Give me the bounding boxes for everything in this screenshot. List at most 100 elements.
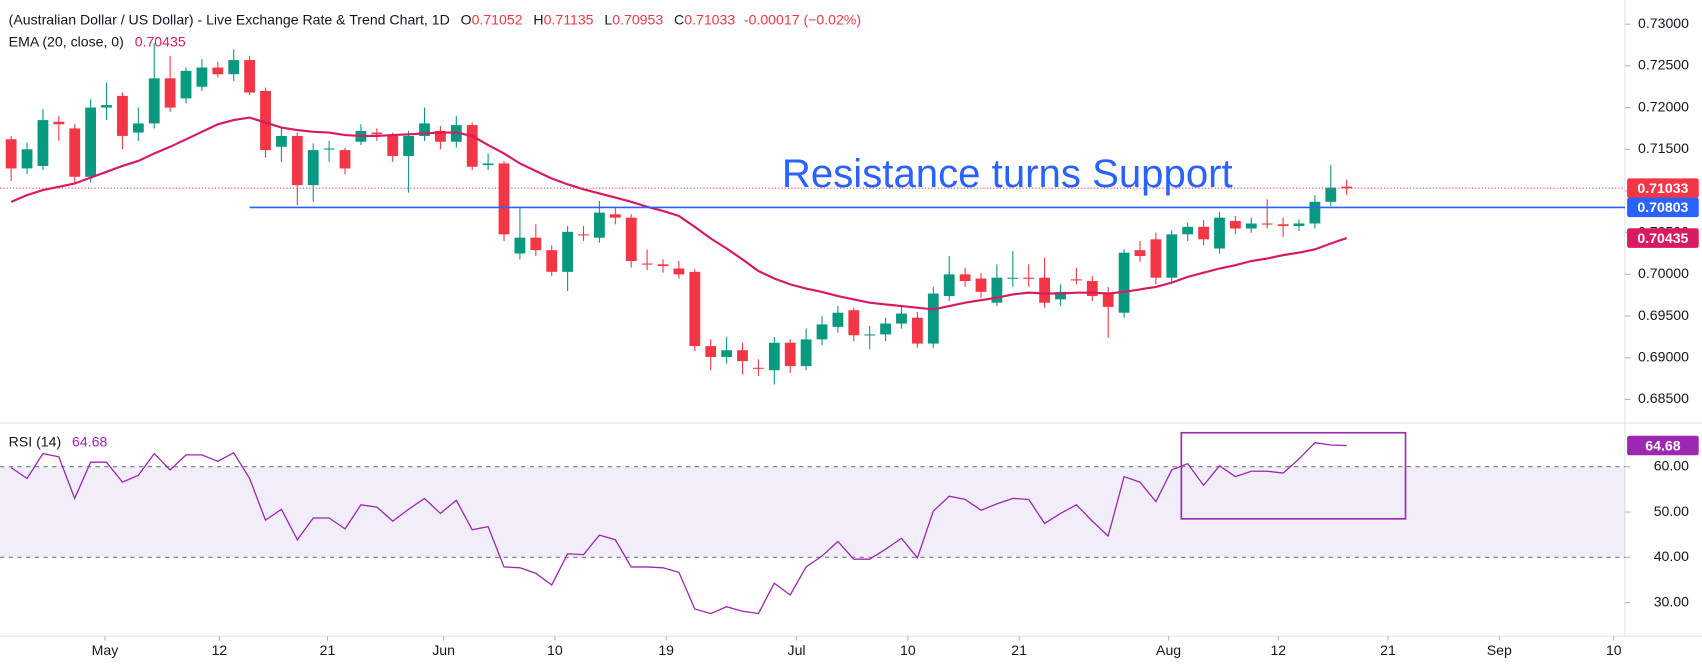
candle-body xyxy=(276,135,287,147)
x-tick-label: 19 xyxy=(658,642,674,658)
candle-body xyxy=(625,217,637,262)
candle-body xyxy=(768,342,780,371)
last-price-tag-bg xyxy=(1627,178,1699,199)
candle-body xyxy=(5,139,17,169)
candle-body xyxy=(1070,279,1082,281)
candle-body xyxy=(37,120,49,166)
candle-body xyxy=(578,234,589,236)
x-tick-label: 12 xyxy=(212,642,228,658)
candle-body xyxy=(1166,234,1178,278)
candle-body xyxy=(816,324,828,340)
candle-body xyxy=(387,135,399,156)
ohlc-letter: C xyxy=(674,11,684,27)
ohlc-letter: L xyxy=(604,11,612,27)
header-line: (Australian Dollar / US Dollar) - Live E… xyxy=(9,11,861,27)
candle-body xyxy=(832,312,844,327)
candle-body xyxy=(546,250,558,272)
candle-body xyxy=(1055,291,1066,300)
candle-body xyxy=(753,367,764,369)
annotation: Resistance turns Support xyxy=(782,151,1233,196)
ema-tag: 0.70435 xyxy=(1637,230,1688,246)
candle-body xyxy=(132,123,144,133)
candle-body xyxy=(800,339,812,367)
candle-body xyxy=(85,107,97,177)
x-tick-label: Jul xyxy=(788,642,806,658)
header-title: (Australian Dollar / US Dollar) - Live E… xyxy=(9,11,450,27)
candle-body xyxy=(180,70,192,99)
y-tick-label: 50.00 xyxy=(1654,503,1689,519)
rsi-value: 64.68 xyxy=(72,433,107,449)
candle-body xyxy=(911,317,923,344)
candle-body xyxy=(260,90,271,151)
candle-body xyxy=(1118,252,1130,313)
candle-body xyxy=(1198,226,1210,240)
rsi-tag-bg xyxy=(1627,435,1699,456)
ohlc-letter: O xyxy=(461,11,472,27)
candle-body xyxy=(1214,217,1225,249)
candle-body xyxy=(1086,281,1098,297)
candle-body xyxy=(991,277,1003,303)
x-tick-label: Sep xyxy=(1487,642,1512,658)
candle-body xyxy=(784,342,796,367)
candle-body xyxy=(1102,293,1114,307)
candle-body xyxy=(53,121,65,125)
candle-body xyxy=(466,125,478,167)
candle-body xyxy=(371,132,383,135)
candle-body xyxy=(975,278,987,292)
candle-body xyxy=(291,135,303,186)
candle-body xyxy=(323,148,335,150)
rsi-band xyxy=(0,466,1625,558)
candle-body xyxy=(1245,223,1257,229)
candle-body xyxy=(228,60,240,75)
ema-line xyxy=(10,116,1348,311)
candle-body xyxy=(1039,277,1051,303)
candle-body xyxy=(1309,201,1321,224)
candle-body xyxy=(212,67,224,75)
candle-body xyxy=(117,95,128,136)
candle-body xyxy=(673,268,685,275)
candle-body xyxy=(419,123,430,136)
candle-body xyxy=(435,130,446,142)
x-tick-label: May xyxy=(92,642,120,658)
candle-body xyxy=(69,128,81,177)
candle-body xyxy=(1023,277,1035,279)
candle-body xyxy=(1182,226,1194,235)
x-tick-label: 10 xyxy=(1606,642,1622,658)
x-tick-label: 21 xyxy=(1380,642,1396,658)
candle-body xyxy=(721,350,733,357)
candle-body xyxy=(864,334,876,336)
x-tick-label: Jun xyxy=(432,642,455,658)
candle-body xyxy=(196,67,208,87)
y-tick-label: 0.71500 xyxy=(1638,140,1689,156)
candle-body xyxy=(307,150,319,186)
candle-body xyxy=(244,60,256,93)
candle-body xyxy=(896,313,907,324)
support-tag: 0.70803 xyxy=(1637,199,1688,215)
candle-body xyxy=(164,78,176,108)
candle-body xyxy=(1325,187,1337,202)
rsi-legend: RSI (14) 64.68 xyxy=(9,433,108,449)
y-tick-label: 0.72500 xyxy=(1638,57,1689,73)
candle-body xyxy=(848,310,860,336)
candle-body xyxy=(1134,250,1146,257)
candle-body xyxy=(959,274,971,282)
open-value: 0.71052 xyxy=(472,11,523,27)
candle-body xyxy=(657,264,669,267)
highlight-box xyxy=(1180,431,1407,520)
candle-body xyxy=(498,163,510,235)
y-tick-label: 40.00 xyxy=(1654,548,1689,564)
rsi-tag: 64.68 xyxy=(1645,437,1680,453)
ema-name: EMA (20, close, 0) xyxy=(9,33,124,49)
candle-body xyxy=(1150,239,1162,278)
candle-body xyxy=(689,271,701,347)
x-tick-label: 21 xyxy=(1011,642,1027,658)
y-tick-label: 0.68500 xyxy=(1638,390,1689,406)
x-tick-label: 10 xyxy=(900,642,916,658)
candle-body xyxy=(148,78,160,124)
candle-body xyxy=(609,214,621,218)
candle-body xyxy=(530,237,542,251)
ema-legend: EMA (20, close, 0) 0.70435 xyxy=(9,33,186,49)
candle-body xyxy=(943,274,955,297)
